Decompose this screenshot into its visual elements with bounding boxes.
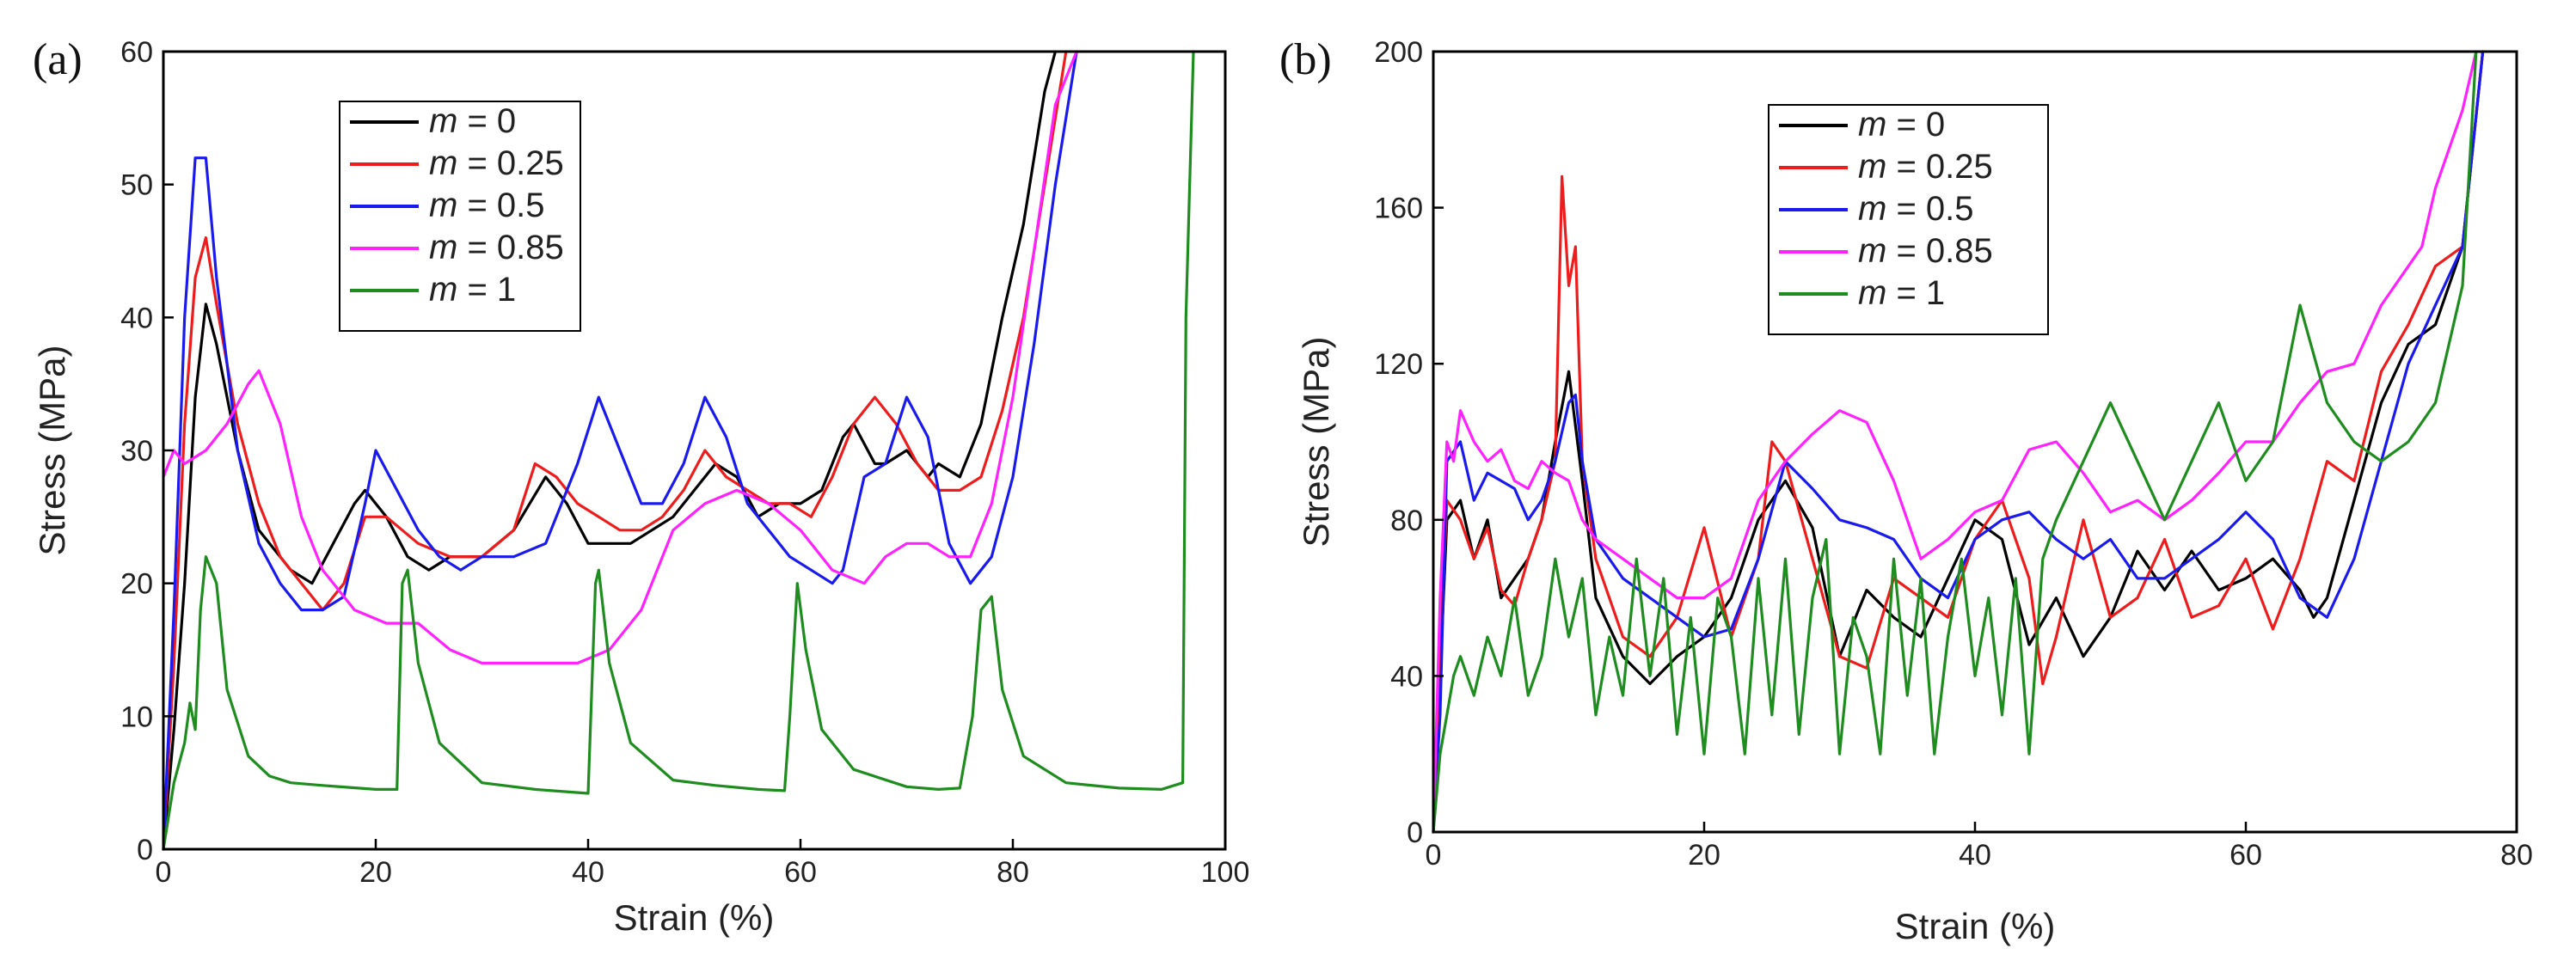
y-tick-label-b-3: 120 <box>1374 348 1423 381</box>
series-line-a-2 <box>162 50 1078 851</box>
x-tick-label-a-4: 80 <box>997 856 1029 889</box>
x-axis-label-a: Strain (%) <box>614 897 775 938</box>
legend-var-a-2: m <box>429 187 457 224</box>
series-line-a-4 <box>162 50 1195 851</box>
legend-b: m = 0m = 0.25m = 0.5m = 0.85m = 1 <box>1768 104 2049 335</box>
legend-value-b-4: = 1 <box>1886 274 1945 312</box>
legend-value-a-1: = 0.25 <box>457 144 563 182</box>
series-group-b <box>1432 50 2485 834</box>
legend-label-b-0: m = 0 <box>1858 106 1945 144</box>
y-axis-label-b: Stress (MPa) <box>1296 336 1336 547</box>
y-tick-label-b-5: 200 <box>1374 36 1423 69</box>
x-tick-label-a-1: 20 <box>359 856 392 889</box>
y-tick-label-a-5: 50 <box>120 169 153 202</box>
ticks-a: 0 20 40 60 80 100 0 10 20 30 40 50 60 <box>120 36 1249 889</box>
series-line-a-1 <box>162 50 1068 851</box>
legend-var-a-1: m <box>429 144 457 182</box>
legend-label-a-2: m = 0.5 <box>429 187 545 224</box>
x-tick-label-a-0: 0 <box>156 856 172 889</box>
x-tick-label-a-2: 40 <box>572 856 604 889</box>
panel-label-b: (b) <box>1279 35 1332 84</box>
legend-label-a-0: m = 0 <box>429 102 516 140</box>
legend-label-b-2: m = 0.5 <box>1858 190 1974 228</box>
chart-panel-b: (b) 0 20 40 60 80 0 40 80 120 160 200 Strain (%) S… <box>1279 35 2533 946</box>
legend-label-a-3: m = 0.85 <box>429 229 564 266</box>
series-line-b-4 <box>1432 50 2478 834</box>
legend-label-b-1: m = 0.25 <box>1858 148 1993 186</box>
series-line-a-3 <box>162 50 1078 665</box>
legend-var-b-2: m <box>1858 190 1886 228</box>
legend-label-b-4: m = 1 <box>1858 274 1945 312</box>
x-axis-label-b: Strain (%) <box>1895 906 2056 946</box>
legend-box-b <box>1768 104 2049 335</box>
series-line-b-2 <box>1432 50 2485 834</box>
series-line-b-3 <box>1432 50 2478 834</box>
y-tick-label-a-2: 20 <box>120 568 153 601</box>
y-tick-label-b-2: 80 <box>1390 505 1423 537</box>
y-tick-label-a-1: 10 <box>120 701 153 733</box>
chart-panel-a: (a) 0 20 40 60 80 100 0 10 20 30 40 50 60 Strain (%)… <box>32 35 1249 938</box>
y-tick-label-b-1: 40 <box>1390 660 1423 693</box>
y-tick-label-b-0: 0 <box>1407 817 1423 849</box>
legend-value-a-3: = 0.85 <box>457 229 563 266</box>
legend-label-b-3: m = 0.85 <box>1858 232 1993 270</box>
legend-var-b-4: m <box>1858 274 1886 312</box>
panel-label-a: (a) <box>33 35 83 84</box>
y-axis-label-a: Stress (MPa) <box>32 345 72 555</box>
legend-var-b-0: m <box>1858 106 1886 144</box>
legend-value-a-0: = 0 <box>457 102 516 140</box>
legend-var-b-1: m <box>1858 148 1886 186</box>
legend-label-a-1: m = 0.25 <box>429 144 564 182</box>
legend-box-a <box>339 101 581 332</box>
y-tick-label-a-6: 60 <box>120 36 153 69</box>
legend-value-b-0: = 0 <box>1886 106 1945 144</box>
x-tick-label-b-2: 40 <box>1959 839 1991 872</box>
x-tick-label-a-3: 60 <box>784 856 817 889</box>
legend-a: m = 0m = 0.25m = 0.5m = 0.85m = 1 <box>339 101 581 332</box>
legend-value-b-2: = 0.5 <box>1886 190 1973 228</box>
legend-var-b-3: m <box>1858 232 1886 270</box>
legend-label-a-4: m = 1 <box>429 271 516 309</box>
legend-value-a-4: = 1 <box>457 271 516 309</box>
x-tick-label-a-5: 100 <box>1201 856 1250 889</box>
series-group-a <box>162 50 1195 851</box>
legend-value-a-2: = 0.5 <box>457 187 544 224</box>
legend-var-a-3: m <box>429 229 457 266</box>
x-tick-label-b-0: 0 <box>1426 839 1442 872</box>
legend-value-b-1: = 0.25 <box>1886 148 1992 186</box>
legend-var-a-0: m <box>429 102 457 140</box>
y-tick-label-a-4: 40 <box>120 302 153 334</box>
legend-value-b-3: = 0.85 <box>1886 232 1992 270</box>
y-tick-label-b-4: 160 <box>1374 193 1423 225</box>
legend-var-a-4: m <box>429 271 457 309</box>
x-tick-label-b-1: 20 <box>1688 839 1720 872</box>
ticks-b: 0 20 40 60 80 0 40 80 120 160 200 <box>1374 36 2533 872</box>
y-tick-label-a-3: 30 <box>120 435 153 468</box>
y-tick-label-a-0: 0 <box>137 834 153 866</box>
x-tick-label-b-3: 60 <box>2229 839 2262 872</box>
series-line-b-1 <box>1432 50 2485 834</box>
x-tick-label-b-4: 80 <box>2500 839 2533 872</box>
